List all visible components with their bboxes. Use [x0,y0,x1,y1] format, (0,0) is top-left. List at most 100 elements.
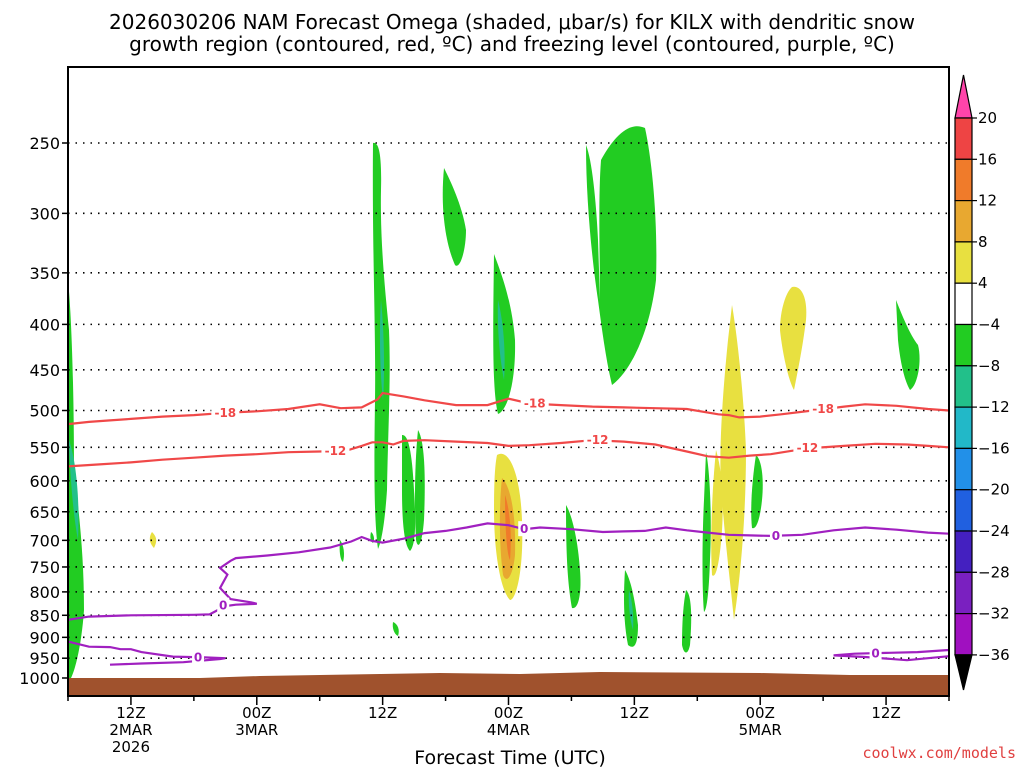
contour-label-bg [583,432,612,448]
omega-green-region [751,455,763,529]
y-tick-label: 450 [29,361,60,380]
omega-green-region [68,280,84,680]
y-tick-label: 250 [29,134,60,153]
y-tick-label: 700 [29,531,60,550]
contour-label-bg [518,521,531,537]
colorbar-segment [954,447,973,491]
contour-line [67,640,226,666]
colorbar-segment [954,282,973,326]
colorbar-segment [954,200,973,243]
omega-green-region [402,434,416,551]
colorbar-segment [954,530,973,573]
colorbar-segment [954,158,973,202]
contour-label-bg [321,442,350,458]
y-tick-label: 300 [29,204,60,223]
x-tick-label: 12Z [368,704,397,722]
contour-label-bg [809,400,838,416]
contour-label-bg [769,527,782,543]
y-tick-label: 800 [29,583,60,602]
contour-label: 0 [520,522,528,536]
colorbar-label: −16 [978,439,1010,457]
omega-green-region [493,254,516,414]
contour-label-bg [192,649,205,665]
omega-green-region [896,300,920,390]
colorbar-segment [954,612,973,656]
omega-green-region [586,126,657,385]
contour-label-bg [869,645,882,661]
colorbar-label: −8 [978,357,1000,375]
x-tick-label: 5MAR [739,721,782,739]
colorbar-label: −12 [978,398,1010,416]
colorbar-bottom-arrow [954,654,973,691]
contour-line [833,648,950,662]
contour-label: -18 [524,396,546,410]
omega-green-region [566,505,581,609]
contour-label-bg [211,404,240,420]
terrain [68,672,949,696]
omega-yellow-region [780,286,807,390]
y-tick-label: 600 [29,472,60,491]
y-tick-label: 1000 [19,669,60,688]
chart-title-line2: growth region (contoured, red, ºC) and f… [129,32,895,56]
y-tick-label: 500 [29,402,60,421]
omega-green-region [442,168,466,266]
y-tick-label: 400 [29,315,60,334]
contour-label: -12 [325,444,347,458]
omega-dark-orange-region [505,495,511,560]
colorbar-label: 20 [978,109,997,127]
x-axis-label: Forecast Time (UTC) [414,747,605,768]
contours: -18 -18 -18 -12 -12 -12 0 0 0 0 0 [67,391,950,666]
contour-label: -18 [214,406,236,420]
y-tick-label: 900 [29,628,60,647]
x-tick-label: 3MAR [235,721,278,739]
x-tick-label: 12Z [871,704,900,722]
colorbar-label: 8 [978,233,988,251]
colorbar-label: −28 [978,563,1010,581]
y-tick-label: 750 [29,558,60,577]
omega-teal-region [379,300,385,400]
chart-title-line1: 2026030206 NAM Forecast Omega (shaded, μ… [109,10,915,34]
omega-teal-region [497,300,505,380]
omega-green-region [392,622,399,636]
x-tick-label: 12Z [116,704,145,722]
colorbar-label: −32 [978,605,1010,623]
y-tick-label: 550 [29,438,60,457]
colorbar-segment [954,365,973,408]
x-tick-label: 2026 [112,738,150,756]
colorbar-segment [954,323,973,367]
colorbar-top-arrow [954,74,973,119]
y-tick-label: 350 [29,264,60,283]
colorbar-segment [954,489,973,532]
colorbar-label: −4 [978,316,1000,334]
colorbar-label: −20 [978,481,1010,499]
colorbar: 20 16 12 8 4 −4 −8 −12 −16 −20 −24 −28 −32 −36 [954,74,1010,691]
colorbar-label: −36 [978,646,1010,664]
x-tick-label: 00Z [494,704,523,722]
y-axis: 250 300 350 400 450 500 550 600 650 700 750 800 850 9… [19,134,68,688]
contour-label: 0 [194,650,202,664]
contour-label: 0 [871,647,879,661]
y-tick-label: 650 [29,503,60,522]
contour-label: -18 [812,402,834,416]
contour-label: 0 [772,529,780,543]
x-tick-label: 12Z [620,704,649,722]
y-tick-label: 850 [29,606,60,625]
colorbar-label: −24 [978,522,1010,540]
colorbar-segment [954,571,973,615]
y-tick-label: 950 [29,649,60,668]
contour-label: 0 [219,599,227,613]
contour-line [67,522,950,621]
x-tick-label: 2MAR [109,721,152,739]
contour-label: -12 [587,433,609,447]
colorbar-label: 4 [978,274,988,292]
omega-yellow-region [720,305,746,620]
colorbar-segment [954,406,973,450]
omega-teal-region [628,590,634,630]
omega-teal-region [69,440,79,540]
colorbar-label: 12 [978,192,997,210]
omega-yellow-region [149,532,157,548]
x-tick-label: 00Z [746,704,775,722]
colorbar-segment [954,117,973,160]
